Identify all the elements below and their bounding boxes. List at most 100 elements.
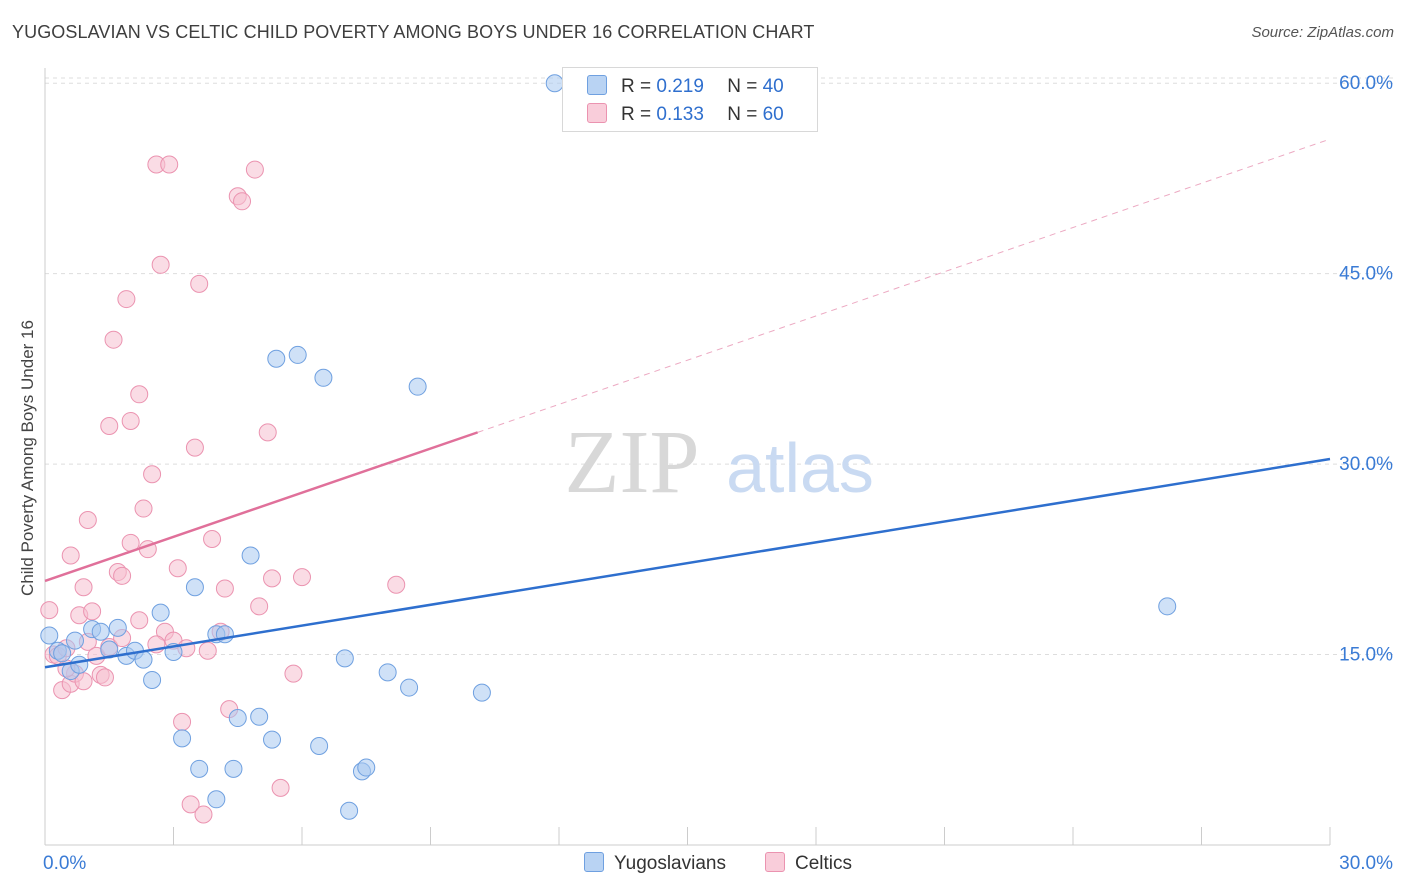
bottom-legend-swatch-yugoslavians bbox=[584, 852, 604, 872]
stats-legend: R = 0.219 N = 40 R = 0.133 N = 60 bbox=[562, 67, 818, 132]
celtics-point bbox=[173, 712, 192, 731]
yugoslavians-point bbox=[190, 759, 209, 778]
yugoslavians-trend-line bbox=[44, 457, 1331, 669]
yugoslavians-point bbox=[228, 709, 247, 728]
x-tick-label-max: 30.0% bbox=[1339, 853, 1393, 874]
celtics-point bbox=[130, 611, 149, 630]
axes bbox=[44, 68, 1331, 846]
celtics-point bbox=[215, 579, 234, 598]
celtics-point bbox=[134, 499, 153, 518]
bottom-legend-label-yugoslavians: Yugoslavians bbox=[614, 853, 726, 874]
tick-labels: 15.0% 30.0% 45.0% 60.0% 0.0% 30.0% bbox=[43, 73, 1393, 874]
legend-n-label: N = bbox=[727, 104, 763, 125]
celtics-point bbox=[113, 566, 132, 585]
celtics-point bbox=[284, 664, 303, 683]
celtics-point bbox=[245, 160, 264, 179]
yugoslavians-point bbox=[357, 758, 376, 777]
yugoslavians-point bbox=[545, 74, 564, 93]
celtics-point bbox=[168, 559, 187, 578]
celtics-trend-extension bbox=[477, 138, 1331, 433]
celtics-point bbox=[181, 795, 200, 814]
celtics-point bbox=[387, 575, 406, 594]
legend-r-label: R = bbox=[621, 104, 657, 125]
bottom-legend-yugoslavians: Yugoslavians bbox=[584, 852, 726, 875]
celtics-point bbox=[271, 778, 290, 797]
yugoslavians-point bbox=[267, 349, 286, 368]
yugoslavians-point bbox=[378, 663, 397, 682]
yugoslavians-point bbox=[70, 655, 89, 674]
watermark: ZIP atlas bbox=[565, 413, 874, 512]
yugoslavians-point bbox=[241, 546, 260, 565]
yugoslavians-point bbox=[53, 644, 72, 663]
bottom-legend-celtics: Celtics bbox=[765, 852, 852, 875]
celtics-point bbox=[104, 330, 123, 349]
y-tick-label: 30.0% bbox=[1339, 454, 1393, 475]
legend-swatch-yugoslavians bbox=[587, 75, 607, 95]
y-tick-label: 15.0% bbox=[1339, 645, 1393, 666]
celtics-point bbox=[233, 192, 252, 211]
yugoslavians-point bbox=[263, 730, 282, 749]
yugoslavians-point bbox=[340, 801, 359, 820]
legend-r-label: R = bbox=[621, 76, 657, 97]
yugoslavians-point bbox=[65, 631, 84, 650]
celtics-point bbox=[61, 546, 80, 565]
celtics-point bbox=[293, 568, 311, 587]
legend-n-value-celtics: 60 bbox=[762, 104, 784, 125]
trend-lines bbox=[44, 138, 1331, 669]
celtics-point bbox=[160, 155, 179, 174]
yugoslavians-point bbox=[108, 618, 127, 637]
celtics-point bbox=[198, 641, 217, 660]
celtics-point bbox=[78, 510, 97, 529]
celtics-point bbox=[117, 290, 136, 309]
bottom-legend-label-celtics: Celtics bbox=[795, 853, 853, 874]
celtics-point bbox=[203, 530, 222, 549]
celtics-point bbox=[83, 602, 102, 621]
legend-n-label: N = bbox=[727, 76, 763, 97]
celtics-point bbox=[95, 668, 114, 687]
yugoslavians-point bbox=[288, 345, 307, 364]
source-label: Source: ZipAtlas.com bbox=[1251, 24, 1394, 41]
yugoslavians-point bbox=[134, 650, 153, 669]
y-tick-label: 45.0% bbox=[1339, 264, 1393, 285]
legend-n-value-yugoslavians: 40 bbox=[762, 76, 784, 97]
yugoslavians-point bbox=[40, 626, 59, 645]
celtics-point bbox=[185, 438, 204, 457]
y-tick-label: 60.0% bbox=[1339, 73, 1393, 94]
yugoslavians-point bbox=[408, 377, 427, 396]
x-tick-label-min: 0.0% bbox=[43, 853, 86, 874]
celtics-point bbox=[151, 255, 170, 274]
yugoslavians-point bbox=[314, 368, 333, 387]
celtics-point bbox=[250, 597, 269, 616]
watermark-atlas: atlas bbox=[726, 429, 874, 507]
yugoslavians-point bbox=[250, 707, 269, 726]
celtics-point bbox=[194, 805, 213, 824]
yugoslavians-point bbox=[224, 759, 243, 778]
legend-swatch-celtics bbox=[587, 103, 607, 123]
yugoslavians-point bbox=[310, 736, 329, 755]
celtics-trend-line bbox=[44, 431, 479, 583]
yugoslavians-point bbox=[1158, 597, 1177, 616]
bottom-legend-swatch-celtics bbox=[765, 852, 785, 872]
yugoslavians-points bbox=[40, 74, 1177, 820]
celtics-point bbox=[100, 417, 119, 436]
legend-row-celtics: R = 0.133 N = 60 bbox=[587, 103, 784, 126]
chart-title: YUGOSLAVIAN VS CELTIC CHILD POVERTY AMON… bbox=[12, 22, 815, 42]
celtics-point bbox=[258, 423, 277, 442]
watermark-zip: ZIP bbox=[565, 413, 700, 512]
celtics-point bbox=[40, 601, 59, 620]
celtics-point bbox=[143, 465, 162, 484]
celtics-point bbox=[121, 411, 140, 430]
legend-r-value-yugoslavians: 0.219 bbox=[656, 76, 704, 97]
yugoslavians-point bbox=[173, 729, 192, 748]
celtics-point bbox=[74, 578, 93, 597]
celtics-point bbox=[190, 274, 209, 293]
yugoslavians-point bbox=[207, 790, 226, 809]
yugoslavians-point bbox=[472, 683, 491, 702]
yugoslavians-point bbox=[143, 670, 162, 689]
celtics-point bbox=[74, 672, 93, 691]
celtics-points bbox=[40, 155, 406, 824]
yugoslavians-point bbox=[400, 678, 419, 697]
yugoslavians-point bbox=[185, 578, 204, 597]
yugoslavians-point bbox=[151, 603, 170, 622]
